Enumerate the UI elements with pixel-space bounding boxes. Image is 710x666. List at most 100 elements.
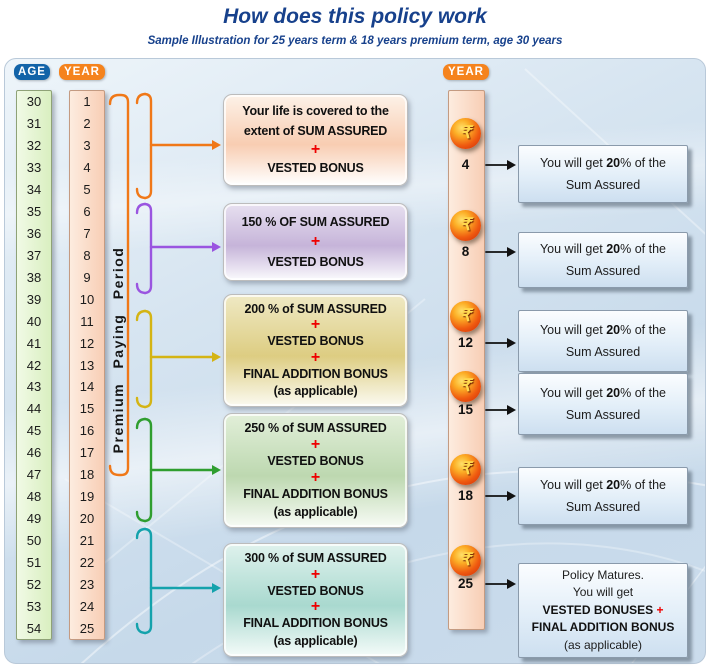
payout-box-year-4: You will get 20% of the Sum Assured [518,145,688,203]
right-year-column [448,90,485,630]
milestone-year: 18 [457,488,474,503]
benefit-box-2: 150 % OF SUM ASSURED + VESTED BONUS [223,203,408,281]
page-subtitle: Sample Illustration for 25 years term & … [147,35,563,47]
age-cell: 40 [26,313,42,329]
payout-box-line: You will get 20% of the [539,242,667,256]
plus-icon: + [310,565,321,583]
milestone-year: 12 [457,335,474,350]
milestone-year: 15 [457,402,474,417]
payout-box-line: Policy Matures. [561,567,645,582]
benefit-box-line: Your life is covered to the [242,104,389,118]
plus-icon: + [310,598,321,616]
rupee-symbol: ₹ [460,306,471,325]
year-cell: 10 [79,291,95,307]
rupee-coin-icon: ₹ [450,300,481,332]
plus-icon: + [310,436,321,453]
benefit-box-line: 150 % OF SUM ASSURED [241,214,390,229]
age-cell: 47 [26,467,42,483]
rupee-symbol: ₹ [460,459,471,478]
year-cell: 3 [83,138,91,154]
plus-icon: + [310,141,321,158]
benefit-box-line: 300 % of SUM ASSURED [244,550,387,565]
age-cell: 51 [26,554,42,570]
age-cell: 41 [26,335,42,351]
payout-box-line: Sum Assured [565,345,641,359]
age-cell: 43 [26,379,42,395]
rupee-coin-icon: ₹ [450,453,481,485]
year-cell: 19 [79,489,95,505]
benefit-box-line: 200 % of SUM ASSURED [244,301,387,316]
payout-box-year-18: You will get 20% of the Sum Assured [518,467,688,525]
age-cell: 39 [26,291,42,307]
benefit-box-line: VESTED BONUS [267,334,364,349]
year-cell: 20 [79,510,95,526]
plus-icon: + [310,348,321,366]
age-cell: 38 [26,269,42,285]
age-cell: 31 [26,116,42,132]
age-cell: 37 [26,247,42,263]
payout-box-line: You will get 20% of the [539,478,667,492]
year-cell: 13 [79,357,95,373]
year-cell: 11 [80,313,94,329]
age-cell: 36 [26,225,42,241]
benefit-box-line: VESTED BONUS [267,161,364,175]
benefit-box-line: (as applicable) [273,634,358,649]
payout-box-line: You will get [572,585,634,600]
age-header-badge: AGE [14,64,50,80]
age-cell: 53 [26,598,42,614]
payout-box-line: Sum Assured [565,178,641,192]
page-title: How does this policy work [223,5,487,28]
rupee-symbol: ₹ [460,376,471,395]
benefit-box-3: 200 % of SUM ASSURED + VESTED BONUS + FINAL … [223,294,408,407]
age-cell: 54 [26,620,42,636]
rupee-coin-icon: ₹ [450,117,481,149]
milestone-year: 25 [457,576,474,591]
age-cell: 32 [26,138,42,154]
benefit-box-line: VESTED BONUS [267,454,364,468]
age-cell: 50 [26,532,42,548]
rupee-symbol: ₹ [460,215,471,234]
age-cell: 33 [26,160,42,176]
payout-box-line: You will get 20% of the [539,156,667,170]
year-cell: 9 [83,269,91,285]
age-cell: 44 [26,401,42,417]
benefit-box-line: FINAL ADDITION BONUS [243,616,388,631]
plus-icon: + [310,233,321,250]
year-header-badge-left: YEAR [59,64,105,80]
year-cell: 18 [79,467,95,483]
benefit-box-line: FINAL ADDITION BONUS [243,366,388,381]
age-column: 30 31 32 33 34 35 36 37 38 39 40 41 42 43 44 45 46 47 48 49… [16,90,52,640]
rupee-coin-icon: ₹ [450,370,481,402]
age-cell: 35 [26,204,42,220]
year-cell: 24 [79,598,95,614]
year-cell: 8 [83,247,91,263]
payout-box-line: Sum Assured [565,264,641,278]
payout-box-line: You will get 20% of the [539,323,667,337]
benefit-box-line: 250 % of SUM ASSURED [244,421,387,435]
benefit-box-line: (as applicable) [273,505,358,519]
payout-box-line: You will get 20% of the [539,386,667,400]
year-cell: 15 [79,401,95,417]
year-cell: 6 [83,204,91,220]
milestone-year: 8 [461,244,470,259]
premium-paying-period-label: Premium Paying Period [110,246,126,454]
year-cell: 5 [83,182,91,198]
payout-box-year-12: You will get 20% of the Sum Assured [518,310,688,372]
rupee-symbol: ₹ [460,123,471,142]
year-cell: 2 [83,116,91,132]
rupee-coin-icon: ₹ [450,209,481,241]
age-cell: 42 [26,357,42,373]
year-cell: 23 [79,576,95,592]
year-column: 1 2 3 4 5 6 7 8 9 10 11 12 13 14 15 16 17 18 19 20 21 22 23 24 2… [69,90,105,640]
age-cell: 30 [26,94,42,110]
payout-box-line: VESTED BONUSES + [542,602,664,617]
payout-box-year-8: You will get 20% of the Sum Assured [518,232,688,288]
age-cell: 34 [26,182,42,198]
rupee-symbol: ₹ [460,550,471,569]
age-cell: 49 [26,510,42,526]
milestone-year: 4 [461,157,470,172]
age-cell: 48 [26,489,42,505]
benefit-box-4: 250 % of SUM ASSURED + VESTED BONUS + FINAL … [223,413,408,528]
payout-box-line: FINAL ADDITION BONUS [531,620,675,635]
benefit-box-line: FINAL ADDITION BONUS [243,487,388,501]
